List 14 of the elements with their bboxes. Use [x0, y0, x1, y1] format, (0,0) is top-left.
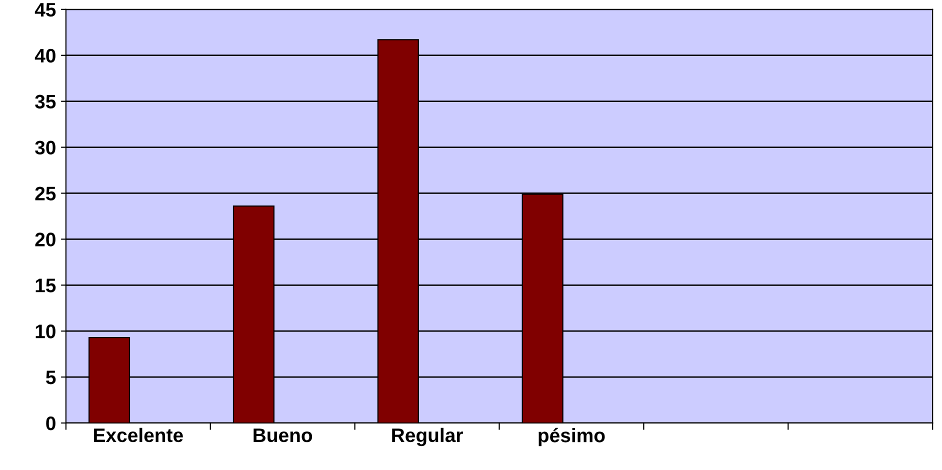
- x-tick-label: Excelente: [94, 428, 183, 442]
- y-tick-label: 0: [46, 416, 56, 430]
- y-tick-label: 30: [35, 140, 56, 155]
- x-tick-label: Bueno: [254, 428, 312, 442]
- y-tick-label: 35: [35, 94, 56, 109]
- y-tick-label: 20: [35, 232, 56, 246]
- y-tick-label: 10: [36, 324, 56, 338]
- y-tick-label: 15: [36, 278, 56, 292]
- x-tick-label: Regular: [392, 428, 463, 446]
- x-tick-label: pésimo: [538, 428, 605, 446]
- y-tick-label: 45: [34, 3, 56, 17]
- y-tick-label: 5: [46, 370, 56, 384]
- y-tick-label: 25: [35, 186, 56, 200]
- y-tick-label: 40: [34, 48, 56, 63]
